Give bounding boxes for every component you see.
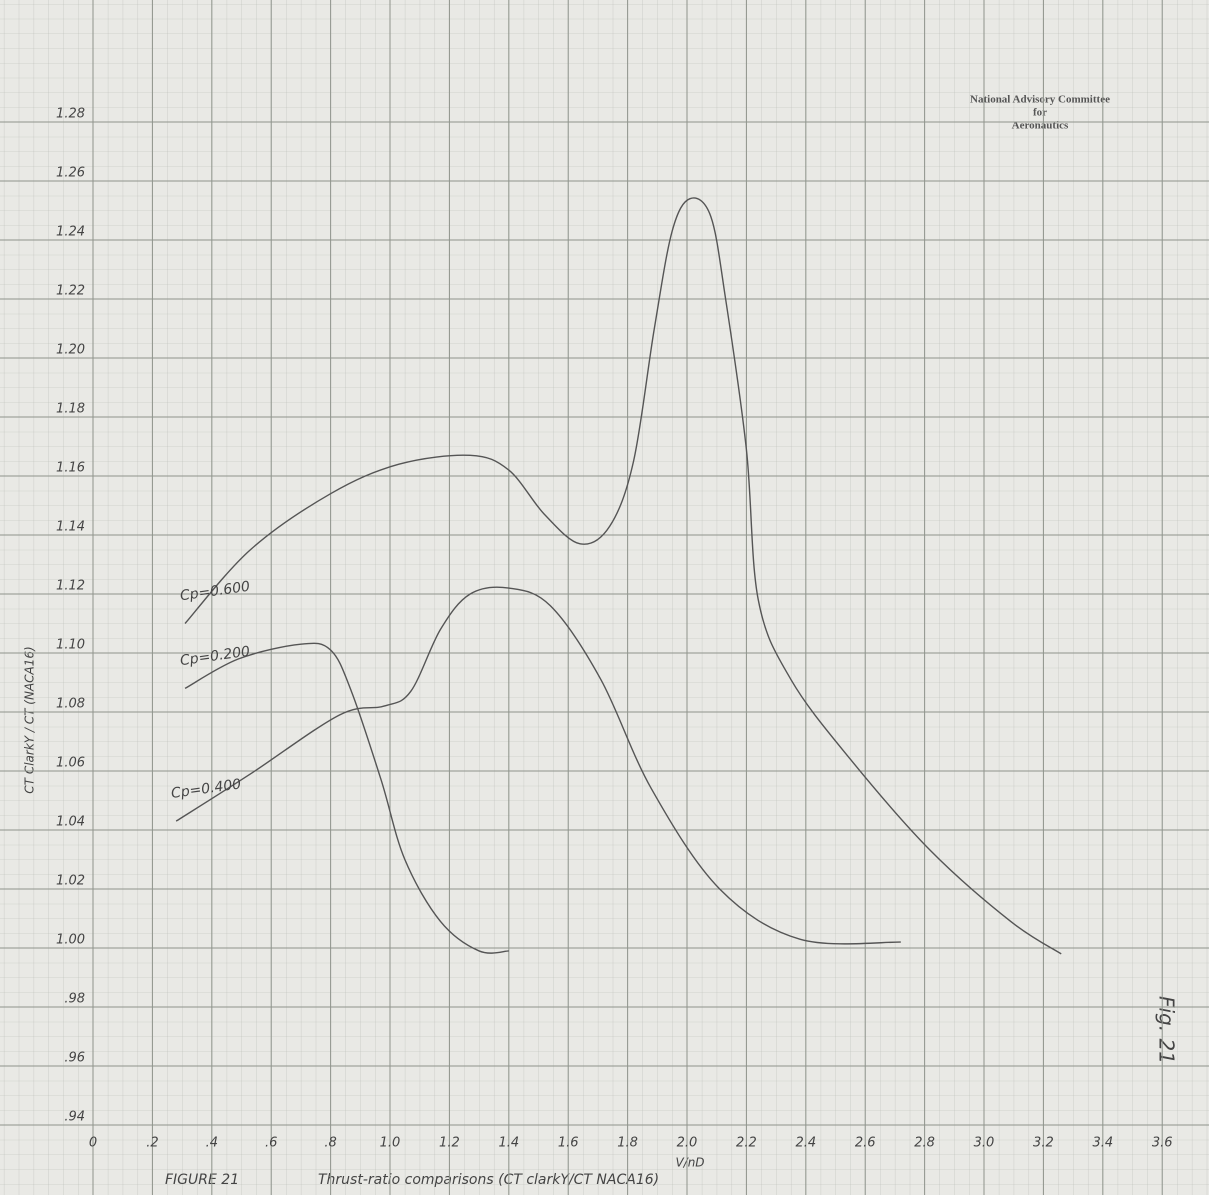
- y-tick-label: .96: [64, 1051, 85, 1066]
- annotation: Fig. 21: [1155, 996, 1179, 1064]
- x-tick-label: 1.4: [498, 1136, 519, 1151]
- x-tick-label: 2.4: [795, 1136, 816, 1151]
- y-axis-label: CT ClarkY / CT (NACA16): [23, 646, 37, 793]
- x-tick-label: 1.6: [558, 1136, 579, 1151]
- y-tick-label: 1.08: [56, 697, 85, 712]
- x-tick-label: 1.8: [617, 1136, 638, 1151]
- x-tick-label: 3.0: [974, 1136, 995, 1151]
- annotation: for: [1033, 107, 1047, 119]
- y-tick-label: 1.16: [56, 461, 85, 476]
- x-tick-label: 2.2: [736, 1136, 757, 1151]
- x-tick-label: .6: [265, 1136, 277, 1151]
- y-tick-label: 1.02: [56, 874, 85, 889]
- x-tick-label: .8: [324, 1136, 336, 1151]
- chart-subtitle: Thrust-ratio comparisons (CT clarkY/CT N…: [318, 1172, 659, 1188]
- chart-title: FIGURE 21: [165, 1172, 239, 1188]
- y-tick-label: 1.04: [56, 815, 85, 830]
- line: [175, 586, 901, 945]
- x-tick-label: 0: [89, 1136, 97, 1151]
- y-tick-label: 1.22: [56, 284, 85, 299]
- y-tick-label: 1.20: [56, 343, 85, 358]
- x-axis-label: V/nD: [675, 1156, 704, 1170]
- y-tick-label: .94: [64, 1110, 85, 1125]
- x-tick-label: .2: [146, 1136, 158, 1151]
- y-tick-label: 1.28: [56, 107, 85, 122]
- line: [184, 197, 1062, 955]
- y-tick-label: 1.14: [56, 520, 85, 535]
- annotation: Aeronautics: [1012, 120, 1069, 132]
- y-tick-label: 1.26: [56, 166, 85, 181]
- x-tick-label: 2.0: [677, 1136, 698, 1151]
- x-tick-label: 3.2: [1033, 1136, 1054, 1151]
- x-tick-label: 2.6: [855, 1136, 876, 1151]
- line: [184, 642, 509, 954]
- x-tick-label: .4: [206, 1136, 218, 1151]
- y-tick-label: 1.10: [56, 638, 85, 653]
- y-tick-label: 1.18: [56, 402, 85, 417]
- y-tick-label: 1.24: [56, 225, 85, 240]
- x-tick-label: 2.8: [914, 1136, 935, 1151]
- y-tick-label: 1.12: [56, 579, 85, 594]
- y-tick-label: 1.00: [56, 933, 85, 948]
- annotation: National Advisory Committee: [970, 94, 1110, 106]
- x-tick-label: 3.6: [1152, 1136, 1173, 1151]
- x-tick-label: 1.0: [380, 1136, 401, 1151]
- x-tick-label: 3.4: [1092, 1136, 1113, 1151]
- x-tick-label: 1.2: [439, 1136, 460, 1151]
- y-tick-label: .98: [64, 992, 85, 1007]
- y-tick-label: 1.06: [56, 756, 85, 771]
